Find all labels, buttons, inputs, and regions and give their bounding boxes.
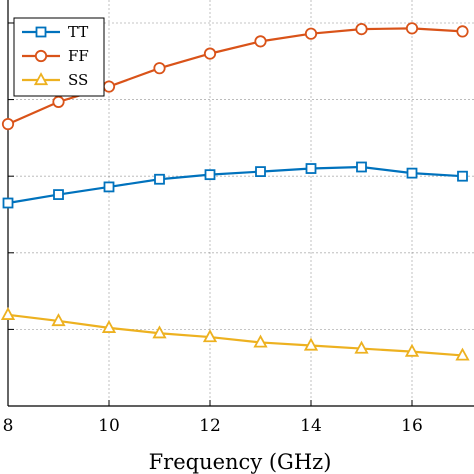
- data-point-tt: [53, 189, 64, 200]
- data-point-ff: [405, 22, 419, 35]
- legend-marker-ff: [34, 49, 48, 63]
- legend-item-tt: TT: [22, 23, 88, 41]
- data-point-tt: [356, 161, 367, 173]
- data-point-tt: [406, 167, 418, 179]
- x-tick-label: 14: [300, 416, 322, 436]
- data-point-tt: [103, 181, 115, 193]
- data-point-ff: [203, 47, 217, 60]
- legend-label-ss: SS: [68, 71, 88, 89]
- legend-marker-tt: [35, 26, 47, 38]
- x-tick-label: 12: [199, 416, 221, 436]
- legend-label-ff: FF: [68, 47, 89, 65]
- axes: [7, 0, 474, 407]
- data-point-ss: [253, 334, 268, 348]
- series-tt: [2, 161, 468, 209]
- data-point-ss: [101, 319, 117, 333]
- data-point-ss: [404, 343, 420, 357]
- data-point-tt: [2, 197, 14, 209]
- data-point-ff: [456, 25, 469, 38]
- x-tick-labels: 8 10 12 14 16: [3, 416, 423, 436]
- data-point-ff: [304, 27, 318, 40]
- data-point-ff: [355, 23, 368, 36]
- legend-item-ff: FF: [22, 47, 89, 65]
- x-axis-label: Frequency (GHz): [149, 450, 332, 474]
- data-point-ss: [354, 340, 369, 354]
- data-point-ff: [153, 62, 166, 75]
- data-point-ss: [0, 306, 16, 320]
- data-point-ss: [455, 347, 470, 361]
- legend-item-ss: SS: [22, 71, 88, 89]
- data-point-ss: [202, 329, 218, 343]
- grid: [8, 0, 474, 406]
- series-line-tt: [7, 165, 463, 205]
- series-ss: [0, 306, 470, 361]
- data-point-ff: [254, 35, 267, 48]
- data-point-tt: [457, 170, 468, 182]
- legend-label-tt: TT: [68, 23, 88, 41]
- data-point-ff: [1, 117, 15, 131]
- series-line-ss: [7, 313, 463, 357]
- data-point-tt: [305, 163, 317, 174]
- x-tick-label: 10: [98, 416, 120, 436]
- legend-marker-ss: [33, 72, 49, 86]
- data-point-ss: [51, 313, 66, 327]
- legend: TT FF SS: [13, 17, 105, 97]
- x-tick-label: 16: [401, 416, 423, 436]
- data-point-tt: [154, 173, 165, 185]
- data-point-ff: [102, 80, 116, 93]
- data-point-ff: [52, 95, 65, 108]
- data-point-ss: [152, 325, 167, 339]
- data-point-ss: [303, 337, 319, 351]
- data-point-tt: [204, 169, 216, 181]
- x-tick-label: 8: [3, 416, 14, 436]
- data-point-tt: [255, 166, 266, 177]
